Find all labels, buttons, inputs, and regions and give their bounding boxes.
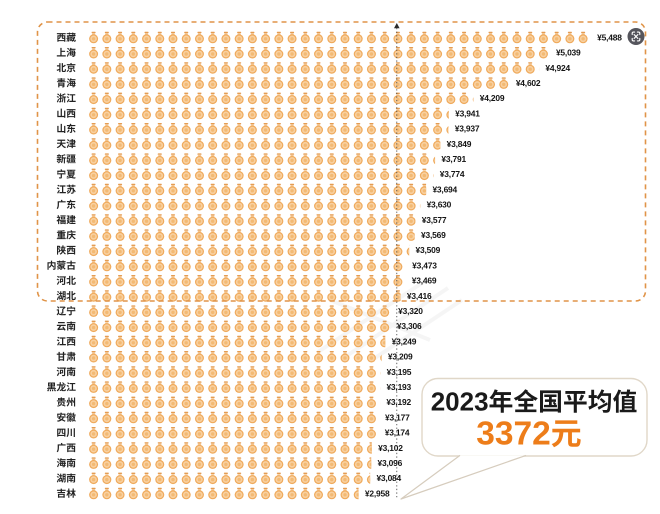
svg-text:¥3,096: ¥3,096 [378, 458, 403, 468]
svg-text:¥3,195: ¥3,195 [387, 367, 412, 377]
svg-text:¥3,209: ¥3,209 [388, 352, 413, 362]
svg-text:¥3,192: ¥3,192 [386, 397, 411, 407]
svg-text:¥3,473: ¥3,473 [412, 260, 437, 270]
svg-text:¥4,602: ¥4,602 [516, 78, 541, 88]
svg-text:¥3,569: ¥3,569 [421, 230, 446, 240]
svg-text:¥3,791: ¥3,791 [441, 154, 466, 164]
svg-text:¥3,306: ¥3,306 [397, 321, 422, 331]
svg-text:¥3,177: ¥3,177 [385, 412, 410, 422]
svg-text:¥3,102: ¥3,102 [378, 443, 403, 453]
svg-text:¥4,924: ¥4,924 [545, 63, 570, 73]
svg-text:¥3,193: ¥3,193 [386, 382, 411, 392]
svg-text:¥3,084: ¥3,084 [376, 473, 401, 483]
svg-text:¥3,469: ¥3,469 [412, 276, 437, 286]
svg-text:¥3,630: ¥3,630 [427, 200, 452, 210]
svg-text:¥2,958: ¥2,958 [365, 488, 390, 498]
svg-text:¥3,774: ¥3,774 [440, 169, 465, 179]
svg-text:¥3,577: ¥3,577 [422, 215, 447, 225]
svg-text:3372: 3372 [476, 416, 551, 453]
svg-text:2023: 2023 [431, 387, 489, 417]
svg-text:¥3,941: ¥3,941 [455, 108, 480, 118]
svg-text:¥3,937: ¥3,937 [455, 124, 480, 134]
svg-text:¥3,249: ¥3,249 [392, 336, 417, 346]
svg-text:¥3,694: ¥3,694 [432, 184, 457, 194]
svg-text:¥3,416: ¥3,416 [407, 291, 432, 301]
svg-text:¥3,849: ¥3,849 [447, 139, 472, 149]
svg-text:¥3,509: ¥3,509 [415, 245, 440, 255]
svg-text:¥5,488: ¥5,488 [597, 32, 622, 42]
svg-text:¥5,039: ¥5,039 [556, 48, 581, 58]
svg-text:¥3,320: ¥3,320 [398, 306, 423, 316]
svg-text:¥3,174: ¥3,174 [385, 428, 410, 438]
svg-text:¥4,209: ¥4,209 [480, 93, 505, 103]
